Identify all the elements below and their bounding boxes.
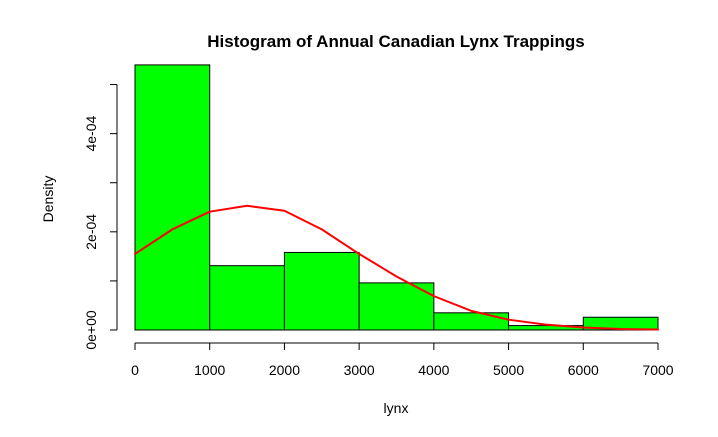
y-tick-label-0e+00: 0e+00 xyxy=(83,310,99,350)
x-axis-label: lynx xyxy=(384,400,409,416)
histogram-bar-4 xyxy=(358,282,435,331)
x-tick-label-7000: 7000 xyxy=(642,362,673,378)
x-tick-label-0: 0 xyxy=(131,362,139,378)
histogram-bar-1 xyxy=(134,64,211,331)
x-tick-label-3000: 3000 xyxy=(344,362,375,378)
x-tick-label-6000: 6000 xyxy=(568,362,599,378)
histogram-bars xyxy=(134,64,659,331)
x-tick-label-1000: 1000 xyxy=(194,362,225,378)
x-tick-label-4000: 4000 xyxy=(418,362,449,378)
density-curve-layer xyxy=(134,204,659,331)
y-axis: 0e+00 2e-04 4e-04 xyxy=(83,84,118,350)
density-curve xyxy=(134,204,659,331)
y-axis-label: Density xyxy=(40,176,56,223)
x-tick-label-2000: 2000 xyxy=(269,362,300,378)
histogram-bar-5 xyxy=(433,312,510,331)
x-axis: 0 1000 2000 3000 4000 5000 6000 7000 xyxy=(131,342,674,378)
x-tick-label-5000: 5000 xyxy=(493,362,524,378)
y-tick-label-4e-04: 4e-04 xyxy=(83,116,99,152)
y-tick-label-2e-04: 2e-04 xyxy=(83,214,99,250)
histogram-bar-2 xyxy=(209,265,285,331)
histogram-bar-3 xyxy=(283,251,360,331)
chart-title: Histogram of Annual Canadian Lynx Trappi… xyxy=(207,32,585,51)
